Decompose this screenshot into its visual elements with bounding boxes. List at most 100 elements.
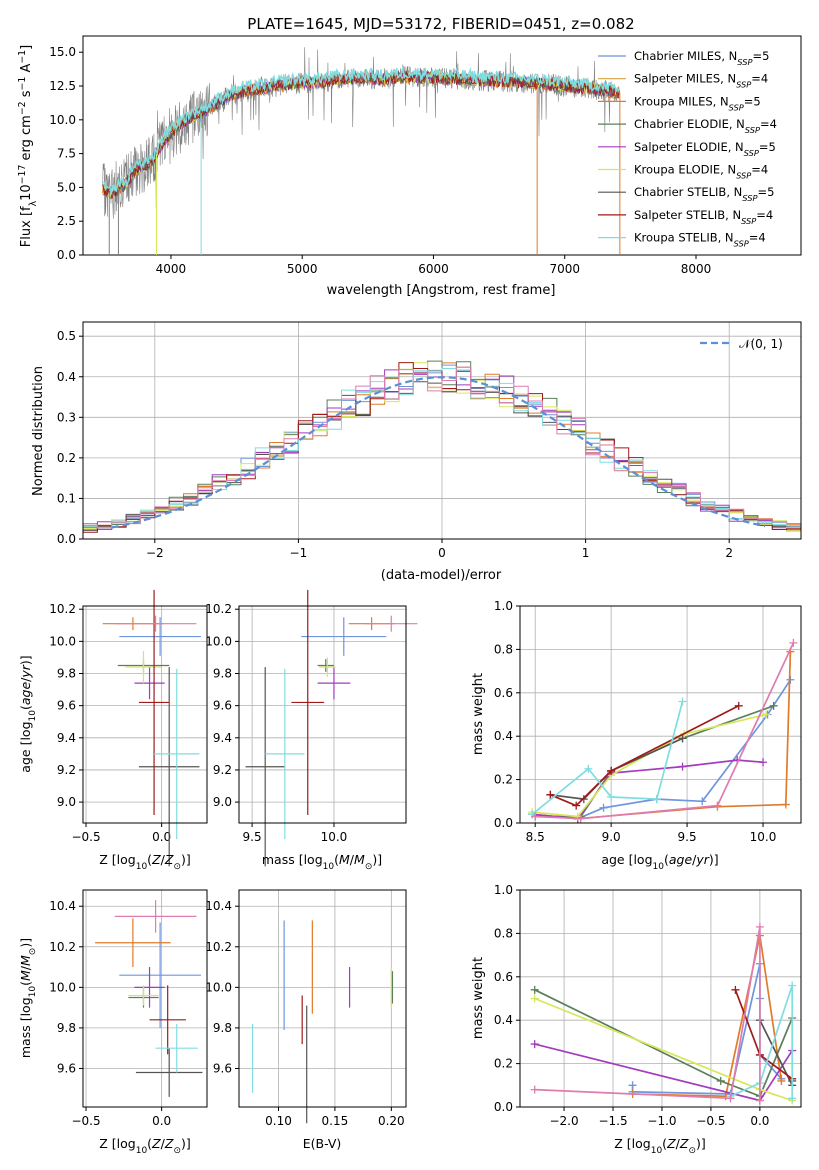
series-marker [731,985,740,994]
y-tick-label: 10.2 [205,602,232,616]
x-axis-label: mass [log10(M/M⊙)] [262,852,382,872]
y-tick-label: 10.2 [49,940,76,954]
y-tick-label: 0.0 [494,816,513,830]
series-marker [755,922,764,931]
x-tick-label: 4000 [156,262,187,276]
histogram-step [83,362,801,533]
series-marker [762,710,771,719]
y-tick-label: 0.2 [494,773,513,787]
y-tick-label: 10.2 [49,602,76,616]
x-axis-label: age [log10(age/yr)] [601,852,718,872]
y-tick-label: 9.8 [57,1021,76,1035]
x-tick-label: −2 [146,546,164,560]
legend-label: Chabrier ELODIE, NSSP=4 [634,117,777,135]
y-axis-label: mass [log10(M/M⊙)] [18,938,38,1058]
axes-frame [82,605,208,824]
mass-vs-ebv-panel: 0.10 0.15 0.20 9.6 9.8 10.0 10.2 10.4 [205,889,407,1128]
y-tick-label: 0.4 [494,1013,513,1027]
mass-vs-z-panel: −0.5 0.0 9.6 9.8 10.0 10.2 10.4 [49,889,208,1128]
x-axis-label: E(B-V) [303,1136,342,1151]
y-tick-label: 1.0 [494,883,513,897]
legend-label: Kroupa STELIB, NSSP=4 [634,231,766,249]
y-tick-label: 9.6 [213,699,232,713]
y-tick-label: 0.6 [494,686,513,700]
x-tick-label: 1 [582,546,590,560]
legend-label: Salpeter ELODIE, NSSP=5 [634,140,776,158]
series-marker [734,701,743,710]
axes-frame [238,889,407,1108]
y-axis-label: Normed distribution [31,366,46,496]
axes-frame [82,889,208,1108]
legend-label: Chabrier MILES, NSSP=5 [634,49,769,67]
y-tick-label: 0.4 [494,729,513,743]
y-tick-label: 9.8 [57,667,76,681]
histogram-step [83,368,801,528]
series-line [534,989,793,1098]
y-tick-label: 0.6 [494,970,513,984]
axes-frame [82,321,802,540]
y-tick-label: 10.0 [49,113,76,127]
x-tick-label: 0.0 [750,1114,769,1128]
y-tick-label: 9.6 [57,699,76,713]
spectrum-legend: Chabrier MILES, NSSP=5 Salpeter MILES, NS… [598,49,777,249]
series-marker [678,762,687,771]
series-marker [698,797,707,806]
x-tick-label: 9.0 [602,830,621,844]
series-line [532,759,764,820]
y-tick-label: 10.2 [205,940,232,954]
series-marker [599,803,608,812]
x-tick-label: 10.0 [750,830,777,844]
y-tick-label: 12.5 [49,79,76,93]
y-tick-label: 0.1 [57,491,76,505]
y-tick-label: 9.8 [213,1021,232,1035]
x-tick-label: −0.5 [71,1114,100,1128]
series-marker [755,1096,764,1105]
y-tick-label: 5.0 [57,180,76,194]
legend-label: Kroupa ELODIE, NSSP=4 [634,163,768,181]
y-axis-label: age [log10(age/yr)] [18,655,38,772]
mass-weight-vs-age-panel: 8.5 9.0 9.5 10.0 0.0 0.2 0.4 0.6 0.8 1.0 [494,599,802,844]
y-tick-label: 9.8 [213,667,232,681]
series-marker [530,1085,539,1094]
y-tick-label: 2.5 [57,214,76,228]
model-spectrum-line [102,70,620,197]
x-tick-label: 7000 [549,262,580,276]
y-tick-label: 9.0 [57,795,76,809]
legend-label: Salpeter STELIB, NSSP=4 [634,208,773,226]
y-tick-label: 0.0 [57,248,76,262]
x-tick-label: 6000 [418,262,449,276]
normal-curve [111,376,766,529]
figure-title: PLATE=1645, MJD=53172, FIBERID=0451, z=0… [247,15,634,33]
histogram-step [83,366,801,529]
legend-label: 𝒩(0, 1) [739,337,783,351]
series-marker [726,1094,735,1103]
x-axis-label: Z [log10(Z/Z⊙)] [99,1136,191,1156]
y-tick-label: 9.4 [213,731,232,745]
model-spectrum-line [102,70,620,199]
model-spectrum-line [102,71,620,200]
y-tick-label: 7.5 [57,147,76,161]
legend-label: Kroupa MILES, NSSP=5 [634,94,761,112]
y-tick-label: 9.2 [213,763,232,777]
series-line [535,642,795,820]
series-marker [530,994,539,1003]
x-axis-label: wavelength [Angstrom, rest frame] [327,283,556,298]
series-marker [713,801,722,810]
legend-label: Salpeter MILES, NSSP=4 [634,72,768,90]
y-tick-label: 9.0 [213,795,232,809]
model-spectrum-line [102,69,620,198]
legend-label: Chabrier STELIB, NSSP=5 [634,185,774,203]
x-tick-label: 9.5 [678,830,697,844]
x-tick-label: 8.5 [526,830,545,844]
series-marker [576,814,585,823]
x-tick-label: −1.0 [647,1114,676,1128]
series-marker [781,800,790,809]
y-tick-label: 9.4 [57,731,76,745]
series-marker [759,758,768,767]
age-vs-mass-panel: 9.5 10.0 9.0 9.2 9.4 9.6 9.8 10.0 10.2 [205,589,418,867]
x-axis-label: Z [log10(Z/Z⊙)] [614,1136,706,1156]
y-tick-label: 10.0 [205,980,232,994]
x-axis-label: Z [log10(Z/Z⊙)] [99,852,191,872]
y-tick-label: 0.4 [57,370,76,384]
